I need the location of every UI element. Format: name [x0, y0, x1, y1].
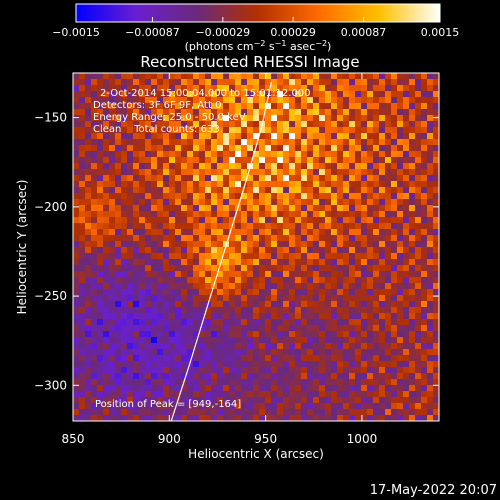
y-axis-label: Heliocentric Y (arcsec) [15, 180, 29, 315]
colorbar-tick-label: −0.00029 [195, 26, 250, 39]
colorbar-tick-label: 0.0015 [421, 26, 460, 39]
y-tick-label: −250 [34, 289, 67, 303]
heatmap-image [73, 73, 439, 421]
footer-date: 17-May-2022 20:07 [370, 483, 497, 498]
colorbar-gradient [75, 3, 441, 23]
colorbar-tick-label: 0.00087 [341, 26, 387, 39]
chart-title: Reconstructed RHESSI Image [140, 53, 359, 71]
colorbar-tick-label: −0.0015 [52, 26, 100, 39]
peak-position-label: Position of Peak = [949,-164] [95, 399, 241, 410]
y-tick-label: −300 [34, 378, 67, 392]
x-tick-label: 950 [254, 432, 277, 446]
colorbar-tick-label: 0.00029 [270, 26, 316, 39]
info-line-clean: Clean Total counts: 633. [93, 124, 223, 135]
y-axis-ticks: −150 −200 −250 −300 [34, 111, 439, 392]
y-tick-label: −200 [34, 200, 67, 214]
x-axis-label: Heliocentric X (arcsec) [188, 447, 324, 461]
colorbar: −0.0015 −0.00087 −0.00029 0.00029 0.00087 0.0… [52, 3, 459, 53]
x-tick-label: 850 [62, 432, 85, 446]
x-tick-label: 900 [158, 432, 181, 446]
plot-frame [72, 72, 440, 422]
colorbar-tick-label: −0.00087 [125, 26, 180, 39]
solar-limb-line [170, 81, 272, 421]
colorbar-units-label: (photons cm−2 s−1 asec−2) [185, 39, 332, 53]
info-line-energy: Energy Range: 25.0 - 50.0 keV [93, 112, 246, 123]
x-tick-label: 1000 [347, 432, 378, 446]
colorbar-ticks: −0.0015 −0.00087 −0.00029 0.00029 0.00087 0.0… [52, 17, 459, 39]
observation-info: 2-Oct-2014 15:00:04.000 to 15:01:12.000 … [93, 88, 311, 135]
x-axis-ticks: 850 900 950 1000 [62, 73, 378, 446]
info-line-detectors: Detectors: 3F 6F 9F, Att 0 [93, 100, 221, 111]
y-tick-label: −150 [34, 111, 67, 125]
info-line-time: 2-Oct-2014 15:00:04.000 to 15:01:12.000 [100, 88, 311, 99]
